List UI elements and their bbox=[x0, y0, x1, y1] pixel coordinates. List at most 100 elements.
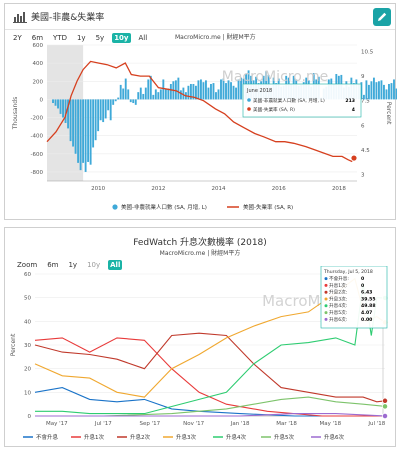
nonfarm-bar bbox=[202, 82, 205, 100]
legend-label-3: 升息3次 bbox=[176, 433, 196, 441]
panel-header: 美國-非農&失業率 bbox=[5, 4, 395, 30]
legend-label-6: 升息6次 bbox=[324, 433, 344, 441]
tooltip-dot-6 bbox=[324, 317, 328, 321]
bar-chart-icon bbox=[13, 12, 27, 23]
nonfarm-bar bbox=[77, 99, 80, 163]
zoom-option-10y[interactable]: 10y bbox=[112, 33, 131, 43]
watermark: MacroMicro.me bbox=[222, 69, 329, 85]
panel-fedwatch: FedWatch 升息次數機率 (2018) MacroMicro.me | 財… bbox=[4, 227, 396, 447]
legend-label-nonfarm: 美國-非農就業人口數 (SA, 月增, L) bbox=[121, 203, 207, 211]
tooltip-dot-4 bbox=[324, 304, 328, 308]
nonfarm-bar bbox=[79, 99, 82, 171]
panel-nonfarm-unemployment: 美國-非農&失業率 2Y 6m YTD 1y 5y 10y All MacroMicro.m… bbox=[4, 3, 397, 220]
y-tick-10: 10 bbox=[24, 390, 31, 396]
nonfarm-bar bbox=[215, 92, 217, 100]
nonfarm-bar bbox=[159, 89, 162, 100]
nonfarm-bar bbox=[217, 89, 220, 100]
source-label: MacroMicro.me | 財經M平方 bbox=[159, 250, 241, 257]
series-line-5 bbox=[35, 396, 386, 417]
nonfarm-bar bbox=[69, 99, 72, 142]
nonfarm-bar bbox=[154, 89, 157, 100]
y-tick-left--200: -200 bbox=[31, 116, 44, 122]
nonfarm-bar bbox=[82, 99, 85, 163]
nonfarm-bar bbox=[388, 83, 390, 100]
tooltip-box bbox=[242, 83, 362, 118]
nonfarm-bar bbox=[94, 99, 97, 141]
nonfarm-bar bbox=[57, 99, 59, 109]
tooltip-value-1: 0 bbox=[361, 283, 364, 289]
y-axis-label: Percent bbox=[10, 333, 17, 356]
nonfarm-bar bbox=[59, 99, 62, 114]
y-tick-40: 40 bbox=[24, 319, 31, 325]
nonfarm-bar bbox=[134, 99, 137, 105]
nonfarm-bar bbox=[237, 79, 240, 100]
nonfarm-bar bbox=[89, 99, 92, 165]
nonfarm-bar bbox=[360, 82, 363, 100]
nonfarm-bar bbox=[367, 84, 370, 100]
nonfarm-bar bbox=[378, 81, 380, 100]
x-tick-2010: 2010 bbox=[91, 186, 105, 192]
nonfarm-bar bbox=[139, 87, 142, 100]
legend-label-2: 升息2次 bbox=[130, 433, 150, 441]
tooltip-row1-label: 美國-非農就業人口數 (SA, 月增, L) bbox=[253, 97, 325, 104]
nonfarm-bar bbox=[182, 87, 185, 100]
y-tick-left--600: -600 bbox=[31, 152, 44, 158]
nonfarm-bar bbox=[124, 78, 127, 100]
tooltip-row2-label: 美國-失業率 (SA, R) bbox=[253, 106, 295, 113]
tooltip-value-4: 49.88 bbox=[361, 303, 376, 309]
tooltip-label-1: 升息1次: bbox=[329, 282, 348, 289]
y-tick-right-9: 9 bbox=[361, 74, 365, 80]
nonfarm-bar bbox=[383, 84, 385, 100]
nonfarm-bar bbox=[189, 83, 192, 100]
nonfarm-bar bbox=[192, 83, 195, 100]
nonfarm-bar bbox=[177, 77, 180, 100]
zoom-option-2y[interactable]: 2Y bbox=[13, 34, 22, 42]
tooltip-dot-0 bbox=[324, 277, 328, 281]
nonfarm-bar bbox=[232, 85, 235, 100]
zoom-option-1y[interactable]: 1y bbox=[68, 261, 78, 269]
x-tick-label: Mar '18 bbox=[276, 421, 297, 427]
y-tick-left-600: 600 bbox=[33, 43, 44, 49]
tooltip-dot-1 bbox=[324, 283, 328, 287]
nonfarm-bar bbox=[162, 79, 165, 100]
y-tick-right-3: 3 bbox=[361, 172, 365, 178]
y-tick-left-400: 400 bbox=[33, 61, 44, 67]
nonfarm-bar bbox=[395, 88, 397, 100]
series-line-1 bbox=[34, 337, 385, 417]
tooltip-label-4: 升息4次: bbox=[329, 302, 348, 309]
zoom-option-all[interactable]: All bbox=[138, 34, 148, 42]
x-tick-label: May '18 bbox=[319, 421, 341, 427]
nonfarm-bar bbox=[164, 89, 167, 100]
tooltip-date: Thursday, Jul 5, 2018 bbox=[323, 269, 373, 275]
nonfarm-bar bbox=[362, 94, 365, 100]
nonfarm-bar bbox=[372, 77, 375, 100]
nonfarm-bar bbox=[62, 99, 64, 118]
nonfarm-bar bbox=[92, 99, 95, 148]
x-tick-label: Jul '18 bbox=[367, 421, 385, 427]
zoom-option-6m[interactable]: 6m bbox=[31, 34, 44, 42]
edit-button[interactable] bbox=[373, 8, 391, 26]
zoom-option-5y[interactable]: 5y bbox=[95, 34, 105, 42]
nonfarm-bar bbox=[194, 85, 197, 100]
zoom-option-ytd[interactable]: YTD bbox=[53, 34, 67, 42]
y-tick-left--800: -800 bbox=[31, 170, 44, 176]
series-marker-2 bbox=[382, 397, 388, 404]
chart-fedwatch: 0 10 20 30 40 50 60 May '17 Jul '17 Sep '17 Nov '1… bbox=[10, 266, 388, 441]
nonfarm-bar bbox=[87, 99, 90, 162]
nonfarm-bar bbox=[132, 99, 135, 104]
nonfarm-bar bbox=[167, 88, 170, 100]
y-axis-label-left: Thousands bbox=[12, 97, 19, 130]
zoom-option-10y[interactable]: 10y bbox=[87, 261, 101, 269]
series-marker-6 bbox=[382, 413, 388, 419]
y-tick-left-0: 0 bbox=[40, 97, 44, 103]
legend-label-0: 不會升息 bbox=[36, 433, 59, 441]
tooltip-dot-3 bbox=[324, 297, 328, 301]
nonfarm-bar bbox=[52, 99, 54, 104]
zoom-label: Zoom bbox=[17, 261, 38, 269]
zoom-option-6m[interactable]: 6m bbox=[47, 261, 59, 269]
unemployment-marker bbox=[350, 154, 358, 162]
chart-nonfarm-unemployment: 600 400 200 0 -200 -400 -600 -800 10.5 9 7.5 6 4.5 3 2… bbox=[12, 43, 397, 211]
nonfarm-bar bbox=[393, 79, 395, 100]
zoom-option-1y[interactable]: 1y bbox=[76, 34, 86, 42]
zoom-option-all[interactable]: All bbox=[108, 260, 123, 270]
